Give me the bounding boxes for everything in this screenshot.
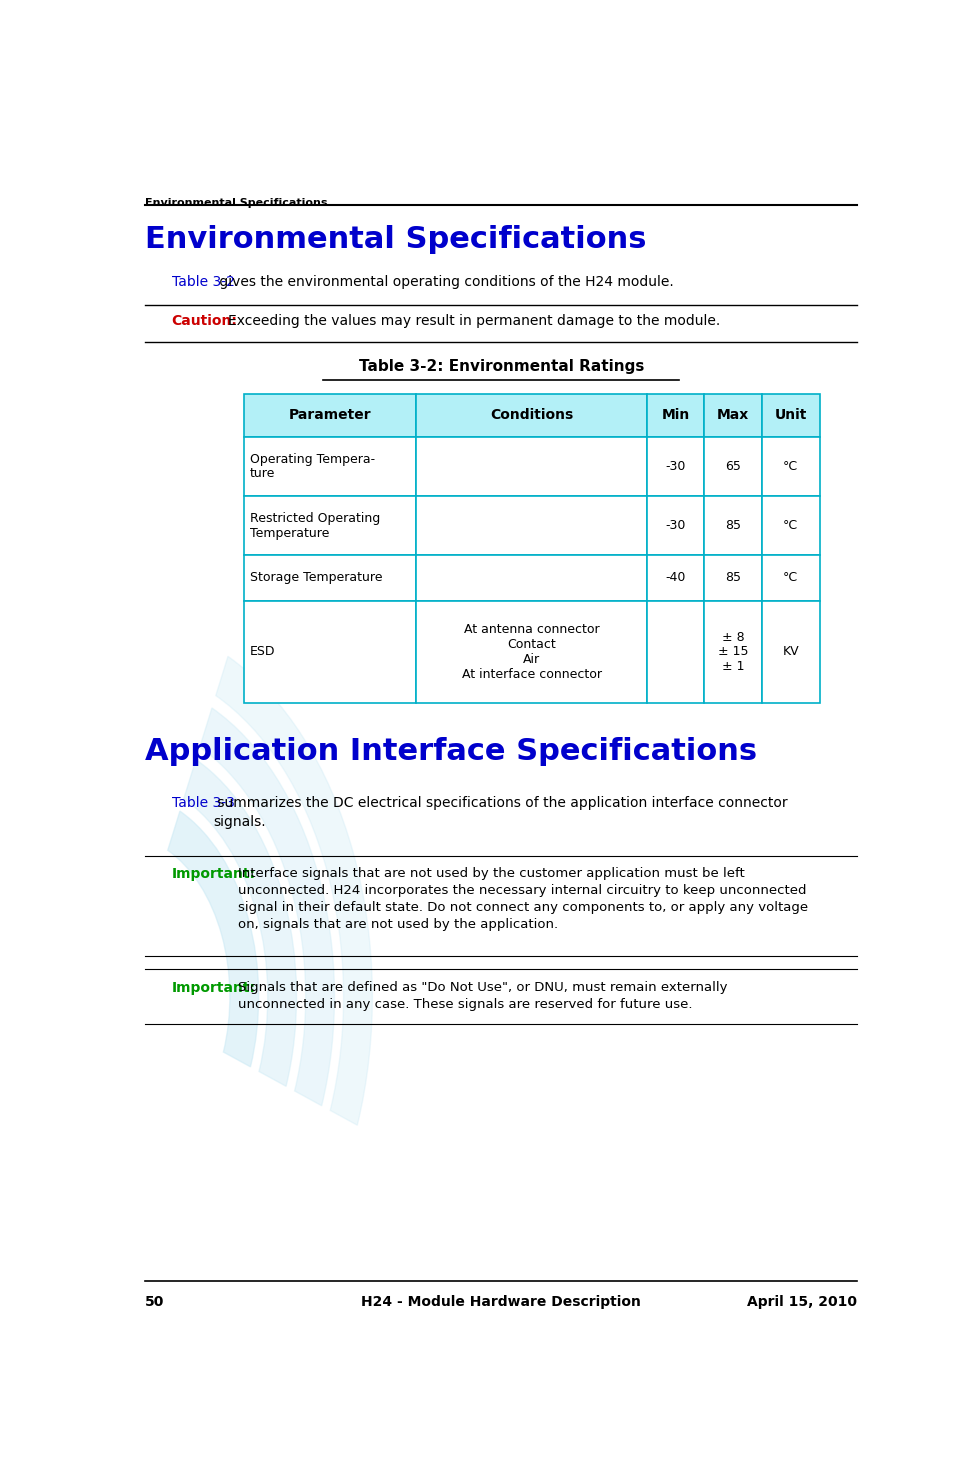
Text: Unit: Unit bbox=[774, 408, 806, 423]
Bar bbox=[646, 556, 703, 600]
Text: 85: 85 bbox=[724, 519, 741, 532]
Text: -30: -30 bbox=[664, 519, 685, 532]
Bar bbox=[646, 600, 703, 704]
Text: ± 8: ± 8 bbox=[721, 631, 743, 643]
Bar bbox=[416, 437, 646, 497]
Bar bbox=[416, 393, 646, 437]
Bar bbox=[646, 497, 703, 556]
Text: gives the environmental operating conditions of the H24 module.: gives the environmental operating condit… bbox=[215, 275, 673, 290]
Bar bbox=[703, 556, 761, 600]
Bar bbox=[243, 556, 416, 600]
Bar bbox=[761, 437, 819, 497]
Wedge shape bbox=[168, 811, 258, 1067]
Bar bbox=[761, 600, 819, 704]
Text: 85: 85 bbox=[724, 572, 741, 584]
Text: Interface signals that are not used by the customer application must be left
unc: Interface signals that are not used by t… bbox=[238, 868, 808, 931]
Bar bbox=[761, 600, 819, 704]
Bar bbox=[646, 600, 703, 704]
Text: °C: °C bbox=[783, 572, 797, 584]
Text: °C: °C bbox=[783, 460, 797, 473]
Bar bbox=[703, 437, 761, 497]
Text: -40: -40 bbox=[664, 572, 685, 584]
Bar bbox=[416, 600, 646, 704]
Bar bbox=[646, 437, 703, 497]
Text: ± 1: ± 1 bbox=[721, 661, 743, 672]
Text: Table 3-2: Environmental Ratings: Table 3-2: Environmental Ratings bbox=[359, 359, 643, 374]
Bar bbox=[761, 556, 819, 600]
Text: Conditions: Conditions bbox=[489, 408, 573, 423]
Text: ± 15: ± 15 bbox=[717, 646, 747, 658]
Bar bbox=[703, 393, 761, 437]
Bar bbox=[703, 600, 761, 704]
Bar bbox=[703, 393, 761, 437]
Text: Restricted Operating: Restricted Operating bbox=[249, 511, 379, 525]
Bar bbox=[761, 393, 819, 437]
Text: ture: ture bbox=[249, 467, 275, 480]
Bar bbox=[243, 437, 416, 497]
Bar bbox=[243, 600, 416, 704]
Text: 65: 65 bbox=[725, 460, 741, 473]
Text: April 15, 2010: April 15, 2010 bbox=[746, 1295, 857, 1310]
Bar bbox=[646, 497, 703, 556]
Bar bbox=[703, 437, 761, 497]
Text: Important:: Important: bbox=[171, 981, 255, 995]
Text: Contact: Contact bbox=[507, 638, 555, 650]
Bar bbox=[243, 600, 416, 704]
Text: °C: °C bbox=[783, 519, 797, 532]
Text: Min: Min bbox=[660, 408, 689, 423]
Wedge shape bbox=[199, 708, 334, 1106]
Text: H24 - Module Hardware Description: H24 - Module Hardware Description bbox=[361, 1295, 641, 1310]
Text: ESD: ESD bbox=[249, 646, 275, 658]
Text: Parameter: Parameter bbox=[288, 408, 371, 423]
Bar bbox=[761, 497, 819, 556]
Text: Application Interface Specifications: Application Interface Specifications bbox=[145, 738, 756, 766]
Bar bbox=[646, 437, 703, 497]
Bar bbox=[416, 497, 646, 556]
Bar bbox=[243, 497, 416, 556]
Bar bbox=[703, 600, 761, 704]
Text: Signals that are defined as "Do Not Use", or DNU, must remain externally
unconne: Signals that are defined as "Do Not Use"… bbox=[238, 981, 727, 1011]
Bar bbox=[761, 393, 819, 437]
Wedge shape bbox=[216, 656, 372, 1125]
Text: Air: Air bbox=[523, 653, 539, 665]
Bar bbox=[243, 393, 416, 437]
Text: summarizes the DC electrical specifications of the application interface connect: summarizes the DC electrical specificati… bbox=[213, 797, 787, 829]
Bar bbox=[416, 437, 646, 497]
Bar bbox=[416, 497, 646, 556]
Bar bbox=[646, 556, 703, 600]
Text: Max: Max bbox=[716, 408, 748, 423]
Bar bbox=[761, 556, 819, 600]
Text: Important:: Important: bbox=[171, 868, 255, 881]
Bar bbox=[416, 393, 646, 437]
Bar bbox=[243, 556, 416, 600]
Text: KV: KV bbox=[782, 646, 798, 658]
Wedge shape bbox=[184, 760, 296, 1086]
Bar bbox=[243, 393, 416, 437]
Bar bbox=[243, 437, 416, 497]
Text: Table 3-3: Table 3-3 bbox=[171, 797, 234, 810]
Bar bbox=[416, 556, 646, 600]
Bar bbox=[243, 497, 416, 556]
Text: Exceeding the values may result in permanent damage to the module.: Exceeding the values may result in perma… bbox=[229, 313, 720, 328]
Text: Operating Tempera-: Operating Tempera- bbox=[249, 452, 374, 466]
Text: Storage Temperature: Storage Temperature bbox=[249, 572, 382, 584]
Bar bbox=[761, 497, 819, 556]
Bar bbox=[703, 556, 761, 600]
Text: Table 3-2: Table 3-2 bbox=[171, 275, 234, 290]
Bar bbox=[646, 393, 703, 437]
Bar bbox=[761, 437, 819, 497]
Text: 50: 50 bbox=[145, 1295, 164, 1310]
Bar bbox=[416, 556, 646, 600]
Text: At antenna connector: At antenna connector bbox=[463, 624, 599, 636]
Text: -30: -30 bbox=[664, 460, 685, 473]
Text: Temperature: Temperature bbox=[249, 526, 328, 539]
Bar bbox=[416, 600, 646, 704]
Bar bbox=[703, 497, 761, 556]
Bar bbox=[646, 393, 703, 437]
Text: Environmental Specifications: Environmental Specifications bbox=[145, 225, 646, 254]
Bar bbox=[703, 497, 761, 556]
Text: Environmental Specifications: Environmental Specifications bbox=[145, 198, 327, 208]
Text: At interface connector: At interface connector bbox=[461, 668, 601, 681]
Text: Caution:: Caution: bbox=[171, 313, 237, 328]
